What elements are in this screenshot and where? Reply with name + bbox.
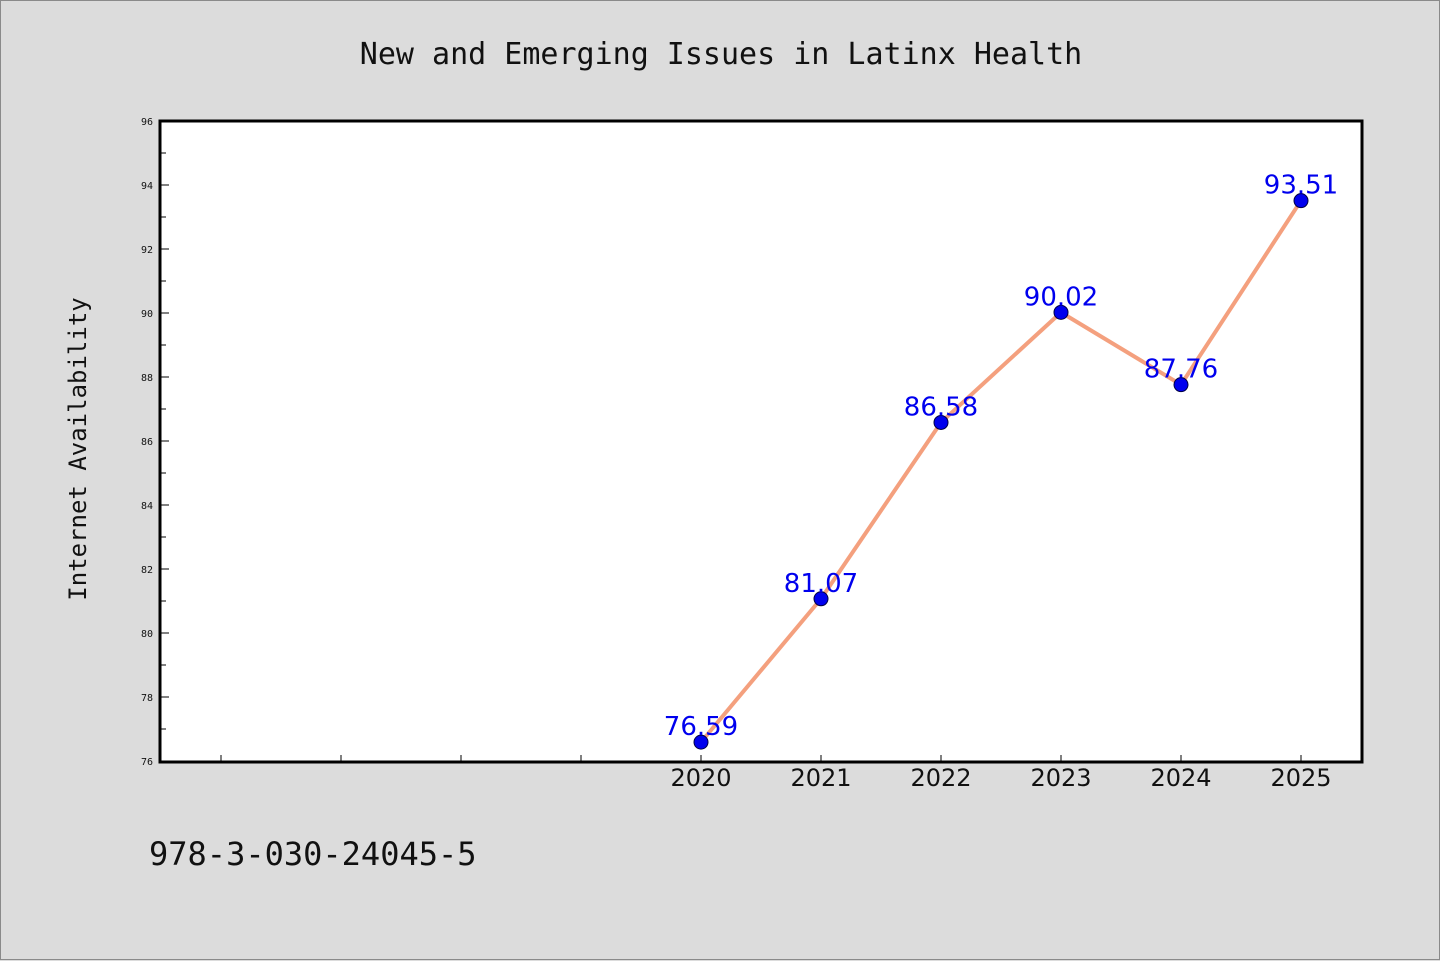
x-axis: 2020 2021 2022 2023 2024 2025 — [220, 755, 1332, 792]
y-tick-label: 76 — [141, 757, 153, 768]
data-label: 86.58 — [904, 392, 978, 422]
data-point — [933, 414, 949, 430]
y-axis-label: Internet Availability — [64, 297, 92, 600]
y-axis: 76 78 80 82 84 86 88 90 92 94 96 — [141, 117, 169, 768]
chart-title: New and Emerging Issues in Latinx Health — [360, 37, 1082, 72]
y-tick-label: 90 — [141, 309, 153, 320]
x-tick-label: 2025 — [1270, 764, 1331, 792]
data-point — [693, 734, 709, 750]
data-label: 90.02 — [1024, 282, 1098, 312]
data-point — [1053, 304, 1069, 320]
y-tick-label: 82 — [141, 565, 153, 576]
plot-area — [158, 119, 1364, 764]
y-tick-label: 84 — [141, 501, 153, 512]
y-tick-label: 96 — [141, 117, 153, 128]
data-point — [813, 591, 829, 607]
series-line — [699, 199, 1303, 744]
data-label: 87.76 — [1144, 355, 1218, 385]
y-tick-label: 92 — [141, 245, 153, 256]
y-tick-label: 78 — [141, 693, 153, 704]
data-label: 76.59 — [664, 712, 738, 742]
data-label: 93.51 — [1264, 171, 1338, 201]
x-tick-label: 2022 — [910, 764, 971, 792]
y-tick-label: 86 — [141, 437, 153, 448]
x-tick-label: 2023 — [1030, 764, 1091, 792]
x-tick-label: 2024 — [1150, 764, 1211, 792]
footer-isbn: 978-3-030-24045-5 — [149, 835, 477, 873]
y-tick-label: 94 — [141, 181, 153, 192]
data-point — [1173, 377, 1189, 393]
data-point — [1293, 193, 1309, 209]
data-label: 81.07 — [784, 569, 858, 599]
y-tick-label: 80 — [141, 629, 153, 640]
series-layer: 76.59 81.07 86.58 90.02 87.76 93.51 — [664, 171, 1338, 750]
x-tick-label: 2021 — [790, 764, 851, 792]
x-tick-label: 2020 — [670, 764, 731, 792]
y-tick-label: 88 — [141, 373, 153, 384]
